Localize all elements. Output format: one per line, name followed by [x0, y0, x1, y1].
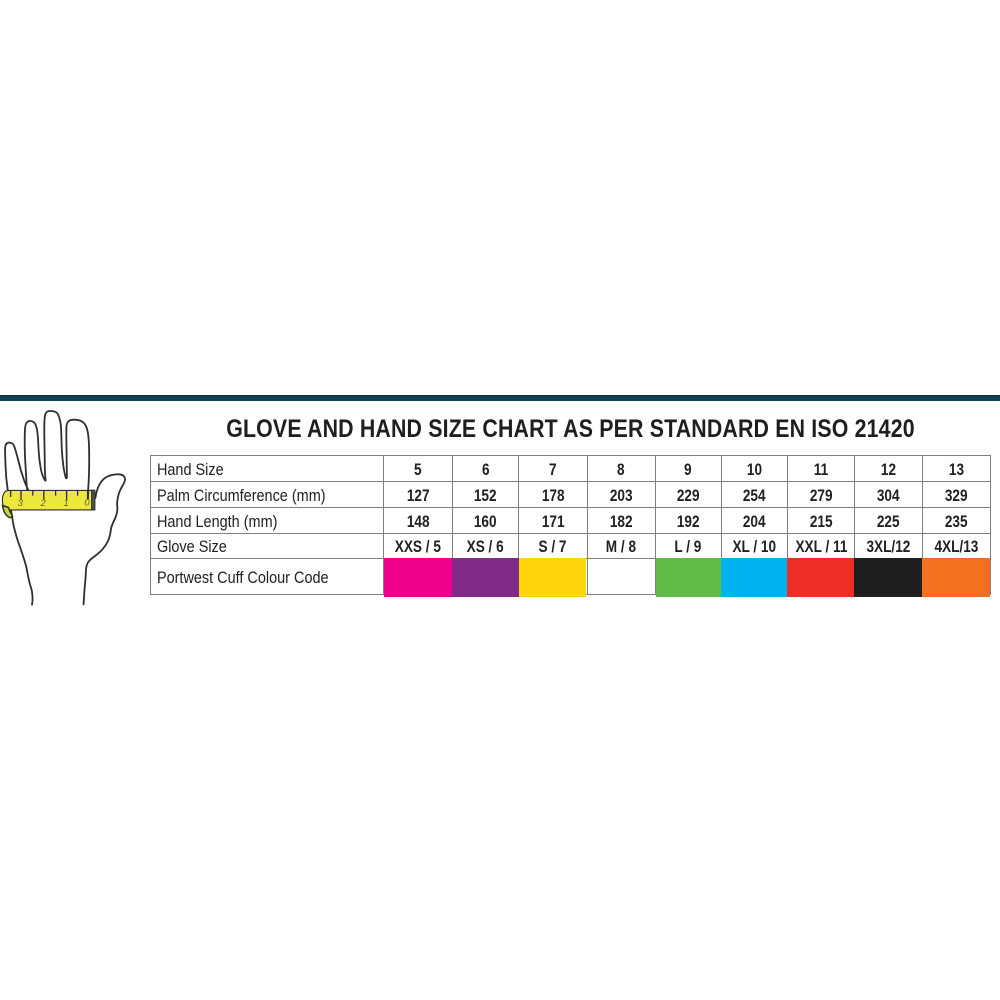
svg-text:0: 0 [84, 498, 90, 509]
svg-text:3: 3 [18, 498, 24, 509]
svg-text:1: 1 [63, 498, 68, 509]
svg-text:2: 2 [40, 498, 47, 509]
